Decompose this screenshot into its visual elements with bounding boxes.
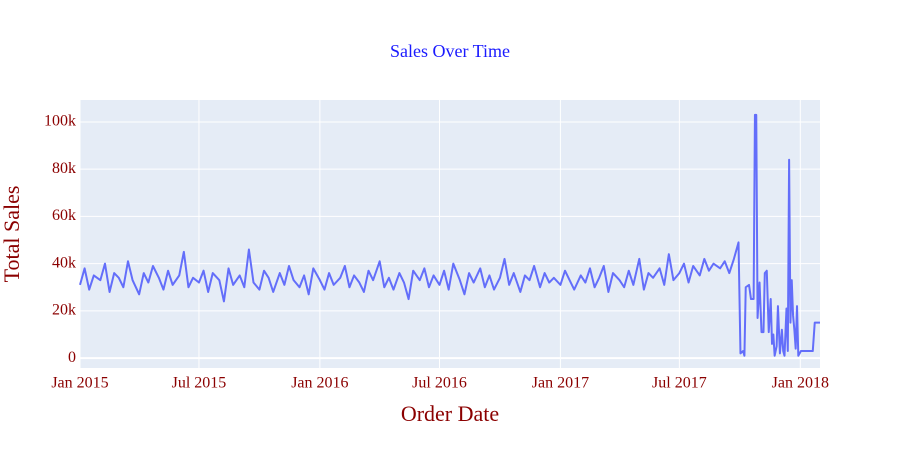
x-tick-label: Jul 2016: [412, 375, 467, 392]
y-tick-label: 80k: [52, 160, 76, 177]
x-tick-label: Jul 2017: [652, 375, 707, 392]
x-axis-title: Order Date: [401, 401, 499, 426]
grid: [79, 100, 820, 368]
x-tick-label: Jan 2016: [291, 375, 348, 392]
x-tick-label: Jan 2015: [51, 375, 108, 392]
plot-area: [80, 100, 820, 368]
y-tick-label: 40k: [52, 254, 76, 271]
chart-title: Sales Over Time: [390, 41, 510, 61]
y-axis-title: Total Sales: [0, 186, 24, 283]
y-tick-label: 0: [68, 349, 76, 366]
y-tick-label: 60k: [52, 207, 76, 224]
x-tick-label: Jan 2018: [772, 375, 829, 392]
x-tick-label: Jan 2017: [532, 375, 589, 392]
x-tick-label: Jul 2015: [172, 375, 227, 392]
y-tick-label: 100k: [44, 113, 76, 130]
line: [79, 113, 820, 357]
y-tick-label: 20k: [52, 302, 76, 319]
marks: [79, 113, 820, 357]
